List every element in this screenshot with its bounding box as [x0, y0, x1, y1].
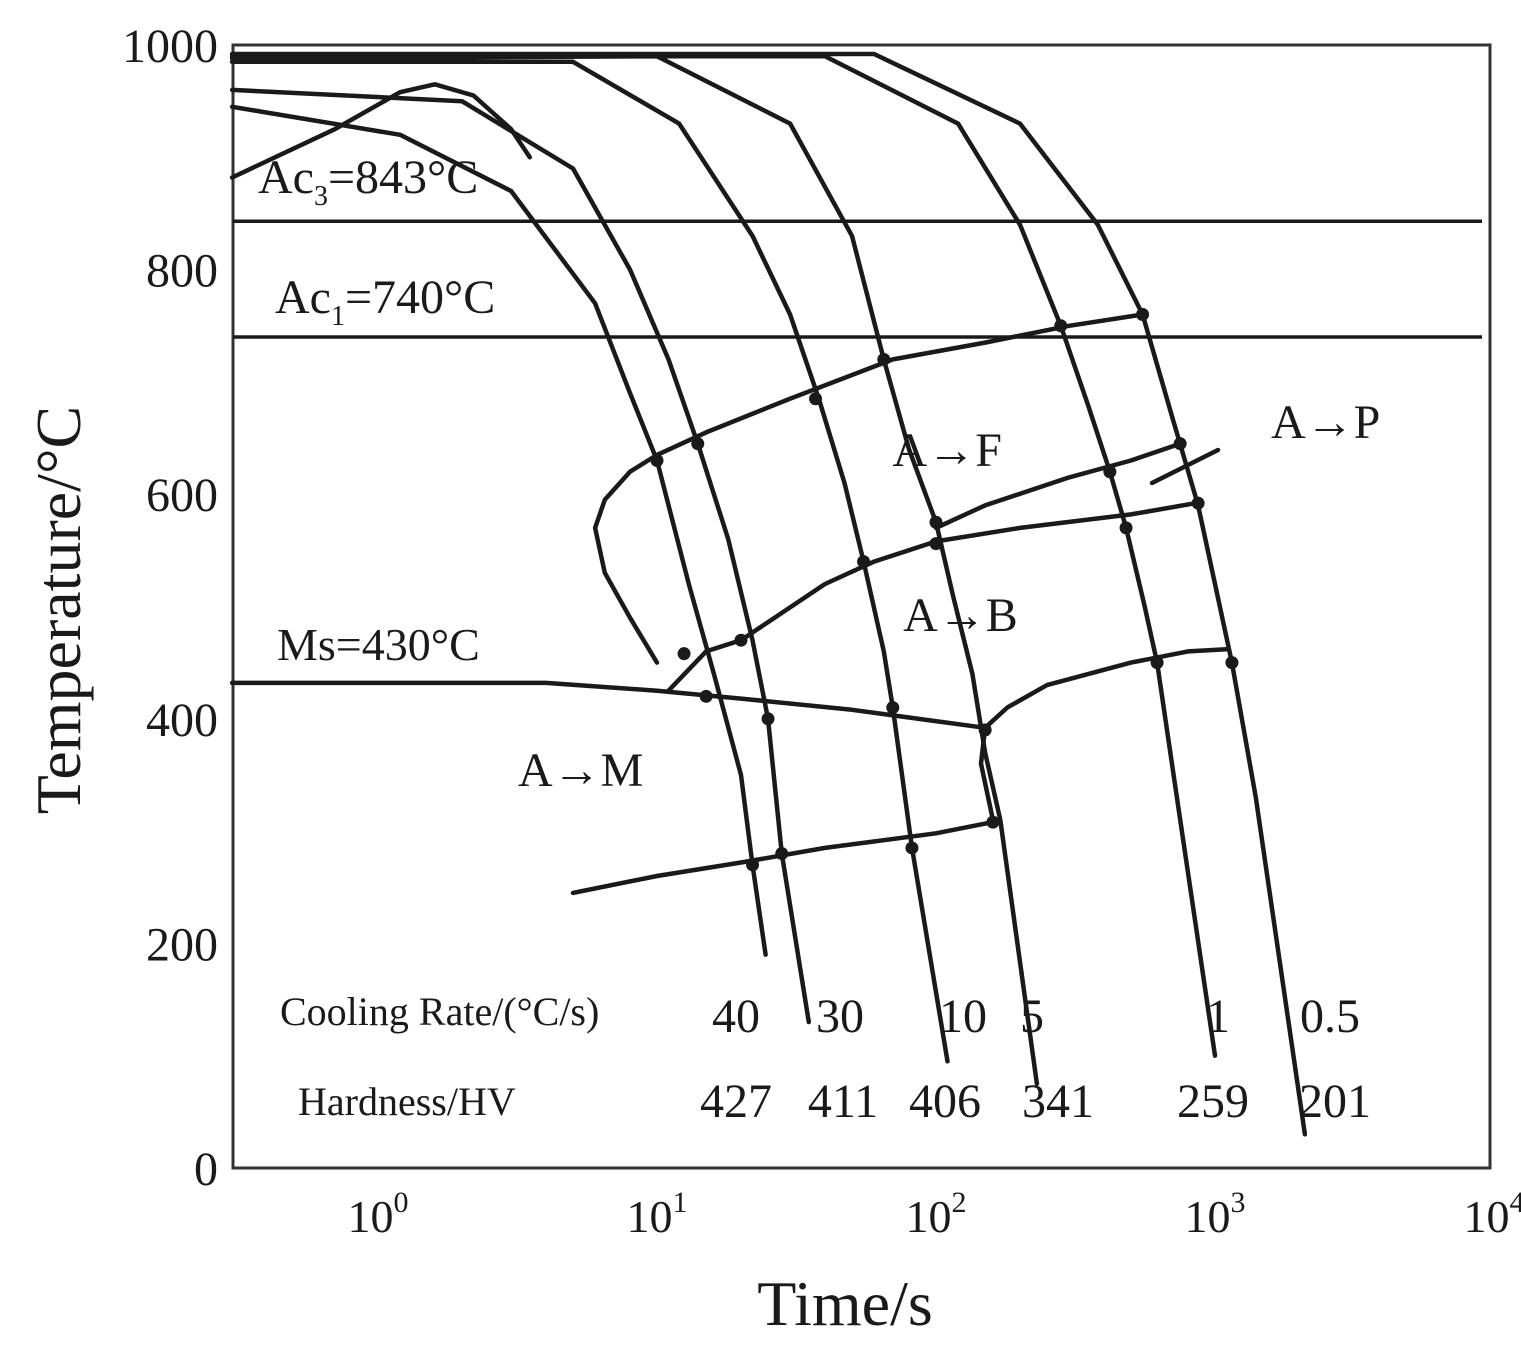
- intersection-marker: [1054, 319, 1068, 333]
- y-tick-label: 0: [194, 1143, 218, 1196]
- cooling-curve-30: [229, 87, 812, 1025]
- intersection-marker: [775, 847, 789, 861]
- intersection-marker: [1191, 496, 1205, 510]
- y-tick-label: 600: [146, 469, 218, 522]
- transformation-line-bainite-start: [666, 500, 1198, 693]
- hardness-row-label: Hardness/HV: [298, 1079, 516, 1124]
- plot-area: [229, 43, 1492, 1170]
- rate-row-label: Cooling Rate/(°C/s): [280, 989, 599, 1034]
- intersection-marker: [746, 858, 760, 872]
- hardness-value: 259: [1177, 1075, 1249, 1128]
- cooling-rate-value: 30: [816, 990, 864, 1043]
- intersection-marker: [978, 723, 992, 737]
- x-tick-label: 101: [627, 1186, 688, 1242]
- intersection-marker: [650, 454, 664, 468]
- x-tick-label: 102: [906, 1186, 967, 1242]
- y-tick-label: 1000: [122, 20, 218, 73]
- hardness-value: 201: [1299, 1075, 1371, 1128]
- transformation-line-bainite-tail: [978, 725, 996, 823]
- plot-frame: [231, 43, 1492, 1170]
- hardness-value: 411: [808, 1075, 878, 1128]
- cooling-rate-value: 5: [1020, 990, 1044, 1043]
- cooling-curve-40: [229, 104, 768, 957]
- ms-label: Ms=430°C: [277, 619, 480, 670]
- ac1-label: Ac1=740°C: [275, 271, 495, 332]
- cooling-curve-10: [229, 59, 950, 1064]
- intersection-marker: [857, 555, 871, 569]
- intersection-marker: [1136, 308, 1150, 322]
- x-tick-label: 104: [1464, 1186, 1521, 1242]
- intersection-marker: [905, 841, 919, 855]
- intersection-marker: [761, 712, 775, 726]
- transformation-line-pearlite-start: [933, 441, 1183, 531]
- transformation-line-ferrite-start: [592, 312, 1145, 665]
- x-axis-label: Time/s: [757, 1268, 933, 1339]
- region-label: A→B: [903, 589, 1018, 642]
- pearlite-leader-line: [1149, 447, 1221, 486]
- chart-text: Time/s Temperature/°C Ms=430°C Cooling R…: [23, 20, 1521, 1339]
- y-tick-label: 800: [146, 245, 218, 298]
- cooling-curve-5: [229, 53, 1040, 1087]
- y-tick-label: 400: [146, 694, 218, 747]
- intersection-marker: [1103, 465, 1117, 479]
- intersection-marker: [877, 352, 891, 366]
- x-tick-label: 100: [348, 1186, 409, 1242]
- ac3-label: Ac3=843°C: [258, 151, 478, 212]
- intersection-marker: [1150, 656, 1164, 670]
- intersection-marker: [699, 689, 713, 703]
- cooling-rate-value: 0.5: [1300, 990, 1360, 1043]
- y-tick-label: 200: [146, 918, 218, 971]
- cooling-curve-initial: [229, 82, 533, 180]
- cooling-curve-1: [229, 53, 1218, 1058]
- intersection-marker: [1119, 521, 1133, 535]
- hardness-value: 406: [909, 1075, 981, 1128]
- intersection-marker: [986, 815, 1000, 829]
- intersection-marker: [1173, 437, 1187, 451]
- region-label: A→P: [1271, 396, 1380, 449]
- x-tick-label: 103: [1185, 1186, 1246, 1242]
- hardness-value: 341: [1022, 1075, 1094, 1128]
- cooling-rate-value: 10: [939, 990, 987, 1043]
- intersection-marker: [929, 537, 943, 551]
- cooling-rate-value: 1: [1206, 990, 1230, 1043]
- intersection-marker: [809, 392, 823, 406]
- intersection-marker: [677, 647, 691, 661]
- transformation-line-bainite-finish: [982, 646, 1229, 731]
- intersection-marker: [691, 437, 705, 451]
- region-label: A→F: [893, 424, 1002, 477]
- intersection-marker: [1225, 656, 1239, 670]
- ms-line: [229, 680, 988, 731]
- intersection-marker: [929, 515, 943, 529]
- intersection-marker: [886, 701, 900, 715]
- intersection-marker: [734, 633, 748, 647]
- y-axis-label: Temperature/°C: [23, 406, 94, 815]
- hardness-value: 427: [700, 1075, 772, 1128]
- cooling-rate-value: 40: [712, 990, 760, 1043]
- region-label: A→M: [518, 744, 643, 797]
- cooling-curve-0-5: [229, 51, 1308, 1137]
